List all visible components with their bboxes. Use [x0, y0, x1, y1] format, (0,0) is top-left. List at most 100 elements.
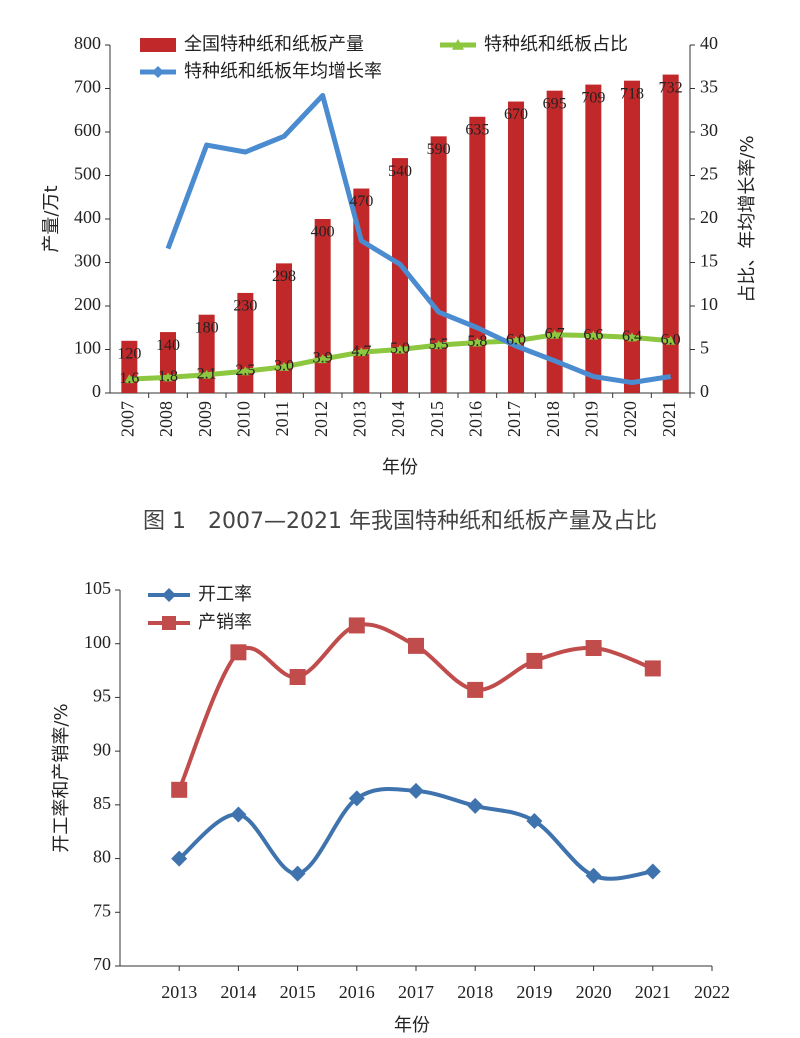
bar: [237, 292, 254, 393]
legend-label: 特种纸和纸板年均增长率: [184, 61, 382, 82]
value-label: 670: [504, 106, 528, 123]
marker: [171, 781, 188, 798]
y-tick-label: 80: [93, 847, 111, 867]
marker: [162, 588, 176, 602]
marker: [467, 797, 484, 814]
bar: [392, 158, 408, 393]
y2-tick-label: 30: [700, 120, 718, 140]
marker: [124, 374, 135, 384]
x-tick-label: 2010: [233, 401, 253, 437]
x-tick-label: 2011: [272, 401, 292, 436]
marker: [526, 652, 543, 669]
x-tick-label: 2016: [339, 982, 375, 1002]
value-label: 5.5: [429, 336, 449, 353]
marker: [549, 329, 560, 339]
marker: [162, 616, 176, 630]
marker: [452, 39, 464, 50]
y-tick-label: 700: [74, 77, 101, 97]
x-tick-label: 2019: [581, 401, 601, 437]
marker: [152, 66, 164, 78]
bar: [314, 219, 331, 393]
y-tick-label: 100: [74, 338, 101, 358]
y-axis-label: 产量/万t: [41, 185, 62, 252]
marker: [289, 669, 306, 686]
y-tick-label: 75: [93, 900, 111, 920]
x-tick-label: 2014: [388, 401, 408, 437]
y2-tick-label: 0: [700, 381, 709, 401]
x-tick-label: 2022: [694, 982, 730, 1002]
y-tick-label: 600: [74, 120, 101, 140]
y-tick-label: 70: [93, 954, 111, 974]
legend-label: 特种纸和纸板占比: [484, 34, 628, 55]
bar: [546, 90, 563, 394]
value-label: 140: [156, 337, 180, 354]
value-label: 470: [349, 193, 373, 210]
x-tick-label: 2019: [516, 982, 552, 1002]
marker: [644, 660, 661, 677]
value-label: 3.9: [313, 350, 333, 367]
x-tick-label: 2018: [543, 401, 563, 437]
value-label: 718: [620, 85, 644, 102]
value-label: 298: [272, 268, 296, 285]
marker: [588, 330, 599, 340]
value-label: 635: [465, 121, 489, 138]
x-axis-label: 年份: [394, 1015, 430, 1036]
value-label: 3.0: [274, 358, 294, 375]
value-label: 695: [543, 95, 567, 112]
y-tick-label: 105: [84, 578, 111, 598]
value-label: 6.0: [661, 331, 681, 348]
legend-label: 全国特种纸和纸板产量: [184, 34, 364, 55]
y-tick-label: 800: [74, 33, 101, 53]
x-tick-label: 2020: [620, 401, 640, 437]
marker: [467, 681, 484, 698]
marker: [289, 865, 306, 882]
marker: [395, 344, 405, 354]
x-tick-label: 2021: [635, 982, 671, 1002]
x-tick-label: 2021: [659, 401, 679, 437]
value-label: 6.7: [545, 325, 565, 342]
x-tick-label: 2013: [349, 401, 369, 437]
marker: [627, 332, 637, 342]
x-tick-label: 2013: [161, 982, 197, 1002]
marker: [279, 361, 289, 371]
legend-swatch: [140, 38, 176, 52]
x-tick-label: 2007: [117, 401, 137, 437]
bar: [585, 84, 602, 394]
value-label: 1.6: [119, 370, 139, 387]
value-label: 6.4: [622, 328, 642, 345]
bar: [353, 188, 370, 393]
value-label: 732: [659, 79, 683, 96]
y-tick-label: 300: [74, 251, 101, 271]
legend-label: 产销率: [198, 612, 252, 633]
value-label: 230: [233, 298, 257, 315]
y2-tick-label: 15: [700, 251, 718, 271]
y-tick-label: 85: [93, 793, 111, 813]
marker: [526, 812, 543, 829]
y2-tick-label: 25: [700, 164, 718, 184]
y-tick-label: 100: [84, 632, 111, 652]
marker: [230, 644, 247, 661]
bar: [508, 101, 524, 394]
value-label: 2.5: [235, 362, 255, 379]
value-label: 1.8: [158, 368, 178, 385]
y2-tick-label: 10: [700, 294, 718, 314]
x-tick-label: 2014: [220, 982, 256, 1002]
marker: [644, 863, 661, 880]
x-tick-label: 2009: [195, 401, 215, 437]
marker: [163, 372, 173, 382]
x-tick-label: 2016: [465, 401, 485, 437]
marker: [317, 354, 328, 364]
bar: [662, 74, 679, 393]
value-label: 6.6: [583, 326, 603, 343]
value-label: 180: [195, 319, 219, 336]
value-label: 709: [581, 89, 605, 106]
marker: [585, 867, 602, 884]
value-label: 5.8: [467, 333, 487, 350]
marker: [472, 337, 483, 347]
value-label: 120: [117, 345, 141, 362]
value-label: 540: [388, 163, 412, 180]
x-tick-label: 2020: [576, 982, 612, 1002]
marker: [348, 790, 365, 807]
value-label: 2.1: [197, 365, 217, 382]
